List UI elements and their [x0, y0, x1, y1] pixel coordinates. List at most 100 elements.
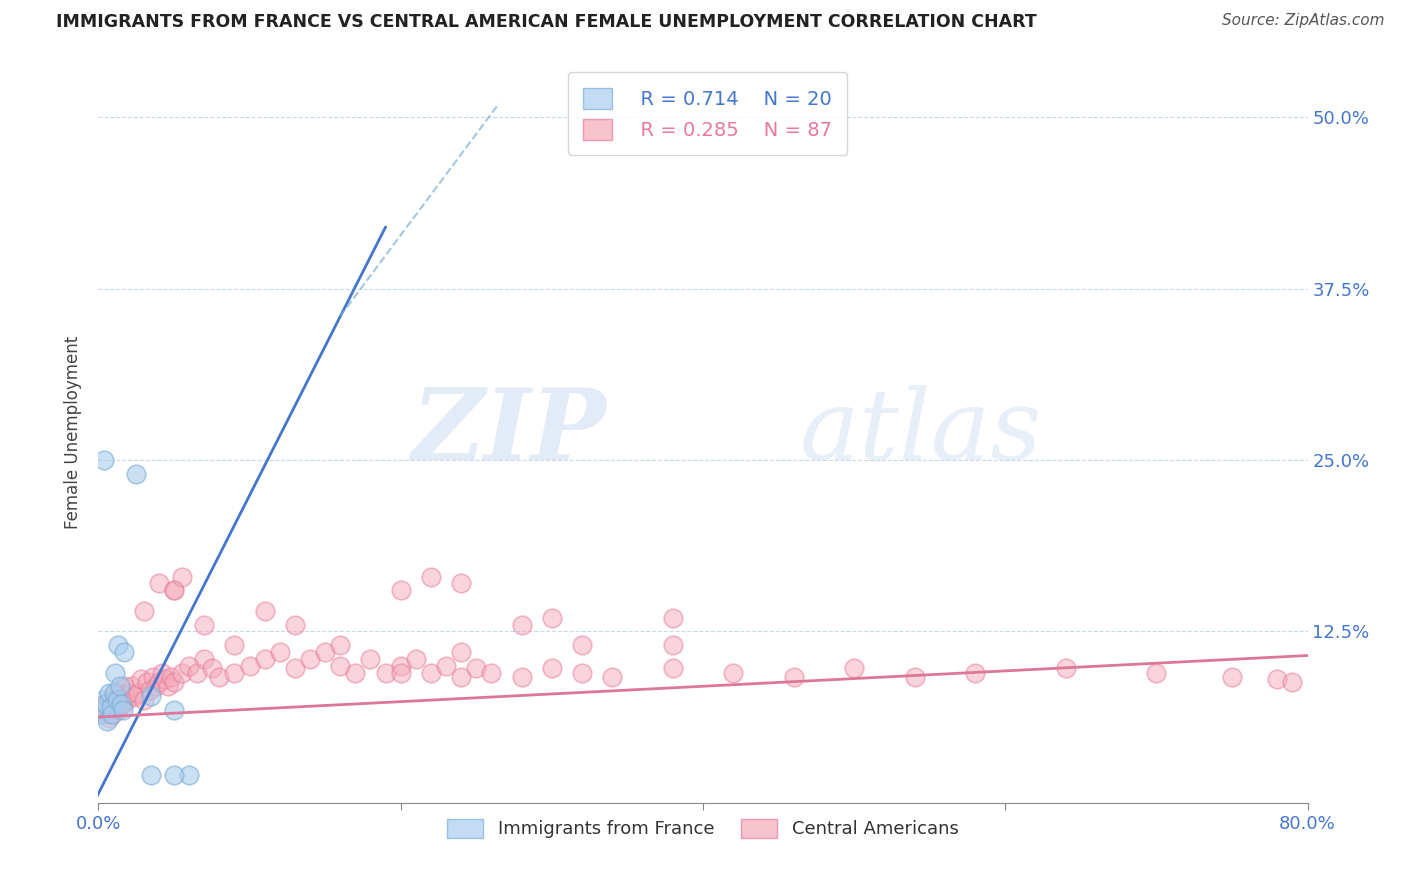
Point — [344, 665, 367, 680]
Point — [108, 693, 131, 707]
Point — [540, 610, 562, 624]
Point — [112, 679, 135, 693]
Point — [314, 645, 336, 659]
Point — [661, 661, 683, 675]
Point — [105, 693, 128, 707]
Point — [103, 686, 125, 700]
Point — [661, 638, 683, 652]
Point — [132, 604, 155, 618]
Point — [284, 617, 307, 632]
Point — [360, 652, 382, 666]
Point — [156, 679, 179, 693]
Point — [153, 673, 176, 687]
Point — [1220, 670, 1243, 684]
Point — [110, 686, 132, 700]
Point — [193, 652, 215, 666]
Point — [108, 679, 131, 693]
Point — [1267, 673, 1289, 687]
Point — [374, 665, 396, 680]
Point — [100, 702, 122, 716]
Point — [124, 689, 146, 703]
Point — [783, 670, 806, 684]
Point — [127, 686, 149, 700]
Point — [104, 665, 127, 680]
Point — [129, 673, 152, 687]
Point — [389, 665, 412, 680]
Point — [101, 706, 124, 721]
Point — [98, 711, 121, 725]
Point — [163, 702, 186, 716]
Point — [465, 661, 488, 675]
Point — [224, 665, 246, 680]
Point — [94, 697, 117, 711]
Point — [141, 768, 163, 782]
Point — [145, 679, 167, 693]
Point — [96, 714, 118, 728]
Point — [111, 697, 134, 711]
Point — [114, 689, 136, 703]
Point — [253, 652, 276, 666]
Point — [115, 693, 138, 707]
Point — [201, 661, 224, 675]
Point — [1144, 665, 1167, 680]
Point — [98, 686, 121, 700]
Point — [481, 665, 503, 680]
Point — [389, 658, 412, 673]
Point — [420, 665, 443, 680]
Point — [510, 617, 533, 632]
Point — [93, 702, 115, 716]
Point — [125, 467, 148, 481]
Point — [132, 693, 155, 707]
Point — [239, 658, 262, 673]
Point — [105, 697, 128, 711]
Point — [420, 569, 443, 583]
Point — [148, 675, 170, 690]
Point — [723, 665, 745, 680]
Y-axis label: Female Unemployment: Female Unemployment — [63, 336, 82, 529]
Point — [450, 670, 472, 684]
Point — [139, 683, 162, 698]
Point — [450, 576, 472, 591]
Point — [91, 693, 114, 707]
Point — [93, 453, 115, 467]
Point — [118, 686, 141, 700]
Point — [193, 617, 215, 632]
Point — [112, 645, 135, 659]
Point — [135, 675, 157, 690]
Point — [253, 604, 276, 618]
Point — [111, 702, 134, 716]
Point — [1281, 675, 1303, 690]
Point — [329, 638, 352, 652]
Point — [179, 658, 201, 673]
Point — [389, 583, 412, 598]
Point — [103, 693, 125, 707]
Point — [110, 697, 132, 711]
Point — [434, 658, 457, 673]
Point — [170, 665, 193, 680]
Point — [163, 768, 186, 782]
Point — [91, 702, 114, 716]
Point — [450, 645, 472, 659]
Point — [90, 706, 112, 721]
Legend: Immigrants from France, Central Americans: Immigrants from France, Central American… — [440, 812, 966, 846]
Point — [160, 670, 183, 684]
Point — [150, 665, 173, 680]
Point — [163, 583, 186, 598]
Point — [163, 583, 186, 598]
Point — [1054, 661, 1077, 675]
Point — [540, 661, 562, 675]
Point — [163, 675, 186, 690]
Point — [602, 670, 624, 684]
Point — [510, 670, 533, 684]
Point — [93, 697, 115, 711]
Point — [571, 638, 593, 652]
Text: ZIP: ZIP — [412, 384, 606, 481]
Point — [965, 665, 987, 680]
Point — [661, 610, 683, 624]
Point — [121, 679, 143, 693]
Point — [148, 576, 170, 591]
Point — [208, 670, 231, 684]
Point — [107, 702, 129, 716]
Point — [844, 661, 866, 675]
Point — [100, 693, 122, 707]
